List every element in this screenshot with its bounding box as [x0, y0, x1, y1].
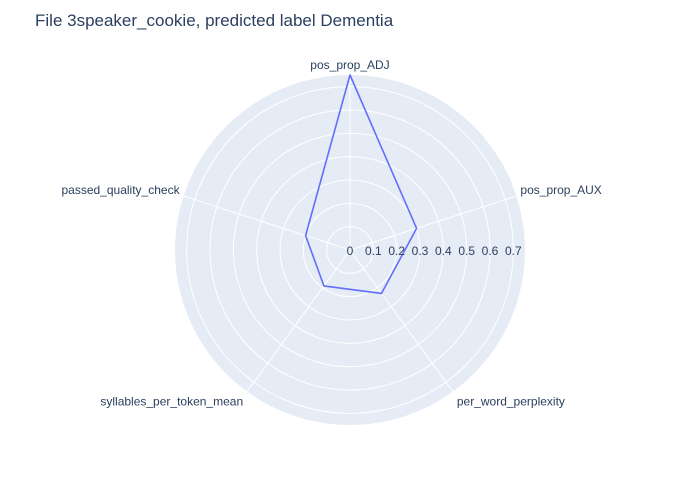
axis-label-per_word_perplexity: per_word_perplexity: [457, 395, 565, 409]
angular-axes: [183, 75, 517, 392]
angular-axis-line-2: [349, 249, 454, 392]
angular-axis-line-1: [349, 195, 517, 251]
series-layer: [304, 74, 418, 295]
radial-tick-label: 0.2: [388, 244, 405, 258]
angular-axis-line-3: [246, 249, 351, 392]
angular-axis-line-4: [183, 195, 351, 251]
axis-labels: pos_prop_ADJ pos_prop_AUX per_word_perplex…: [61, 58, 601, 409]
chart-title: File 3speaker_cookie, predicted label De…: [35, 11, 394, 30]
radial-tick-label: 0: [347, 244, 354, 258]
axis-label-passed_quality_check: passed_quality_check: [61, 183, 180, 197]
radial-tick-labels: 0 0.1 0.2 0.3 0.4 0.5 0.6 0.7: [347, 244, 522, 258]
radial-tick-label: 0.3: [412, 244, 429, 258]
radial-tick-label: 0.7: [505, 244, 522, 258]
axis-label-pos_prop_AUX: pos_prop_AUX: [520, 183, 601, 197]
series-line-0: [304, 74, 418, 295]
radial-tick-label: 0.6: [482, 244, 499, 258]
axis-label-pos_prop_ADJ: pos_prop_ADJ: [310, 58, 389, 72]
radial-tick-label: 0.1: [365, 244, 382, 258]
axis-label-syllables_per_token_mean: syllables_per_token_mean: [100, 395, 243, 409]
radial-tick-label: 0.5: [458, 244, 475, 258]
radial-tick-label: 0.4: [435, 244, 452, 258]
